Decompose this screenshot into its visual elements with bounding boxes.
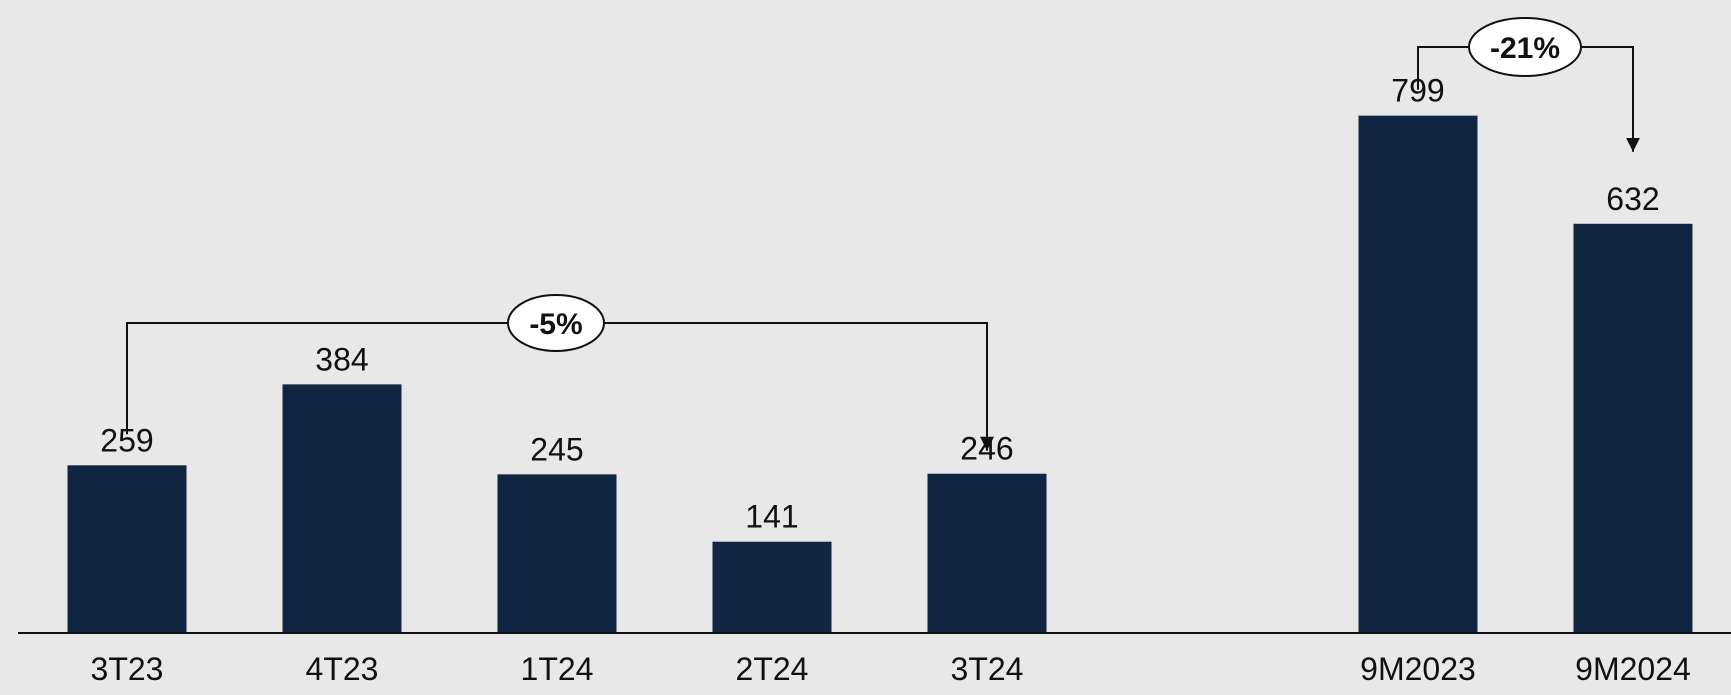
category-label-3t23: 3T23 xyxy=(91,651,164,687)
bar-9m2024 xyxy=(1573,223,1693,633)
value-label-2t24: 141 xyxy=(745,499,798,535)
category-label-1t24: 1T24 xyxy=(521,651,594,687)
value-label-1t24: 245 xyxy=(530,431,583,467)
bar-3t24 xyxy=(927,473,1047,633)
bar-3t23 xyxy=(67,465,187,633)
bar-2t24 xyxy=(712,541,832,633)
comparison-1-percent-label: -21% xyxy=(1490,32,1560,65)
bar-4t23 xyxy=(282,384,402,633)
category-label-9m2024: 9M2024 xyxy=(1575,651,1691,687)
comparison-1-bubble xyxy=(1468,17,1582,77)
comparison-0-percent-label: -5% xyxy=(529,308,582,341)
category-label-4t23: 4T23 xyxy=(306,651,379,687)
comparison-0-bubble xyxy=(507,294,605,352)
category-label-9m2023: 9M2023 xyxy=(1360,651,1476,687)
value-label-4t23: 384 xyxy=(315,341,368,377)
bar-9m2023 xyxy=(1358,115,1478,633)
bar-1t24 xyxy=(497,474,617,633)
category-label-3t24: 3T24 xyxy=(951,651,1024,687)
value-label-9m2024: 632 xyxy=(1606,181,1659,217)
category-label-2t24: 2T24 xyxy=(736,651,809,687)
